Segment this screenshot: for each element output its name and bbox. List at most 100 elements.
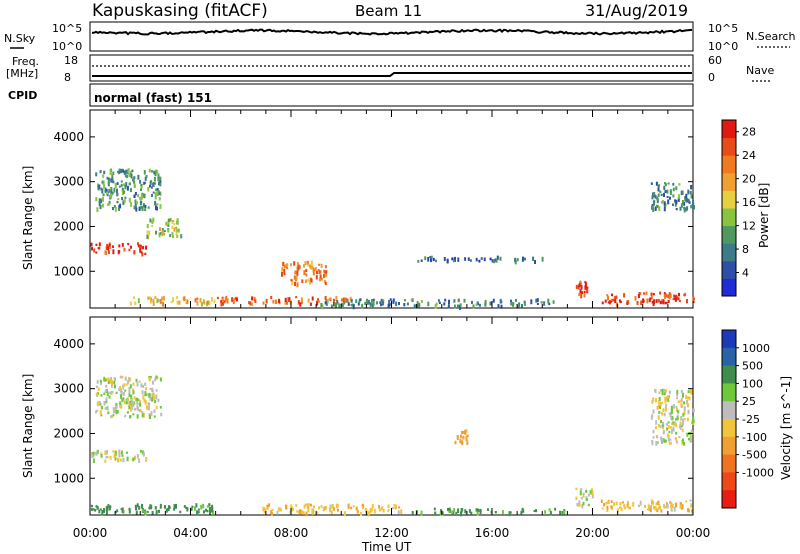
range-cell <box>666 427 669 431</box>
range-cell <box>615 501 618 506</box>
range-cell <box>606 508 609 513</box>
range-cell <box>686 432 689 437</box>
range-cell <box>686 399 689 405</box>
range-cell <box>206 300 209 305</box>
range-cell <box>654 194 657 199</box>
range-cell <box>659 300 662 305</box>
range-cell <box>448 507 451 511</box>
colorbar-swatch <box>722 330 736 349</box>
range-cell <box>102 197 104 202</box>
range-cell <box>680 203 683 208</box>
range-cell <box>669 412 672 417</box>
range-cell <box>516 258 519 262</box>
range-cell <box>154 195 157 200</box>
range-cell <box>118 208 120 211</box>
range-cell <box>310 504 313 507</box>
range-cell <box>233 298 236 301</box>
range-cell <box>372 298 375 302</box>
colorbar-swatch <box>722 383 736 402</box>
range-cell <box>96 506 99 510</box>
range-cell <box>683 207 686 213</box>
range-cell <box>266 507 269 510</box>
range-cell <box>103 170 106 175</box>
range-cell <box>103 376 106 382</box>
range-cell <box>517 304 520 308</box>
range-cell <box>432 257 435 262</box>
range-cell <box>144 204 147 209</box>
range-cell <box>123 183 125 186</box>
range-cell <box>155 395 158 400</box>
range-cell <box>666 196 669 198</box>
range-cell <box>143 170 146 175</box>
range-cell <box>467 257 470 261</box>
range-cell <box>676 396 679 400</box>
range-cell <box>656 441 659 445</box>
range-cell <box>144 208 147 211</box>
range-cell <box>270 511 273 516</box>
range-cell <box>145 405 148 410</box>
range-cell <box>156 203 159 206</box>
range-cell <box>547 298 550 304</box>
range-cell <box>289 510 292 514</box>
range-cell <box>456 436 459 440</box>
range-cell <box>439 511 442 516</box>
range-cell <box>290 508 293 512</box>
range-cell <box>586 286 589 289</box>
range-cell <box>175 504 177 509</box>
range-cell <box>249 301 252 306</box>
range-cell <box>652 207 655 212</box>
range-cell <box>661 299 664 302</box>
range-cell <box>132 390 135 395</box>
range-cell <box>319 270 322 274</box>
range-cell <box>159 503 162 509</box>
range-cell <box>147 296 150 300</box>
range-cell <box>117 250 120 255</box>
range-cell <box>201 302 203 307</box>
y-tick-label: 4000 <box>53 337 84 351</box>
colorbar-swatch <box>722 278 736 297</box>
range-cell <box>144 382 147 386</box>
range-cell <box>161 228 164 231</box>
range-cell <box>548 302 551 306</box>
range-cell <box>295 504 298 507</box>
colorbar-tick-label: 28 <box>742 126 756 139</box>
range-cell <box>665 404 668 407</box>
range-cell <box>675 418 677 421</box>
range-cell <box>303 504 306 509</box>
range-cell <box>119 375 122 379</box>
range-cell <box>130 394 133 400</box>
range-cell <box>395 301 398 307</box>
range-cell <box>170 301 173 303</box>
range-cell <box>478 259 481 263</box>
range-cell <box>220 302 223 307</box>
range-cell <box>115 391 118 394</box>
range-cell <box>420 300 423 303</box>
range-cell <box>234 296 237 300</box>
range-cell <box>659 405 661 409</box>
range-cell <box>124 389 127 392</box>
range-cell <box>143 181 146 185</box>
range-cell <box>639 500 642 506</box>
colorbar-tick-label: 100 <box>742 377 763 390</box>
power-colorbar-label: Power [dB] <box>757 183 771 248</box>
range-cell <box>186 507 189 512</box>
range-cell <box>398 506 401 509</box>
range-cell <box>689 436 692 440</box>
range-cell <box>662 429 665 435</box>
range-cell <box>135 507 137 511</box>
range-cell <box>95 172 98 177</box>
range-cell <box>113 381 116 385</box>
range-cell <box>535 509 538 513</box>
range-cell <box>310 278 313 283</box>
range-cell <box>295 296 298 299</box>
range-cell <box>655 508 658 511</box>
range-cell <box>286 297 289 302</box>
range-cell <box>154 296 157 299</box>
range-cell <box>680 415 683 421</box>
range-cell <box>689 190 692 195</box>
range-cell <box>652 505 655 510</box>
range-cell <box>667 294 670 298</box>
range-cell <box>325 506 328 509</box>
range-cell <box>225 295 228 301</box>
range-cell <box>456 435 459 439</box>
